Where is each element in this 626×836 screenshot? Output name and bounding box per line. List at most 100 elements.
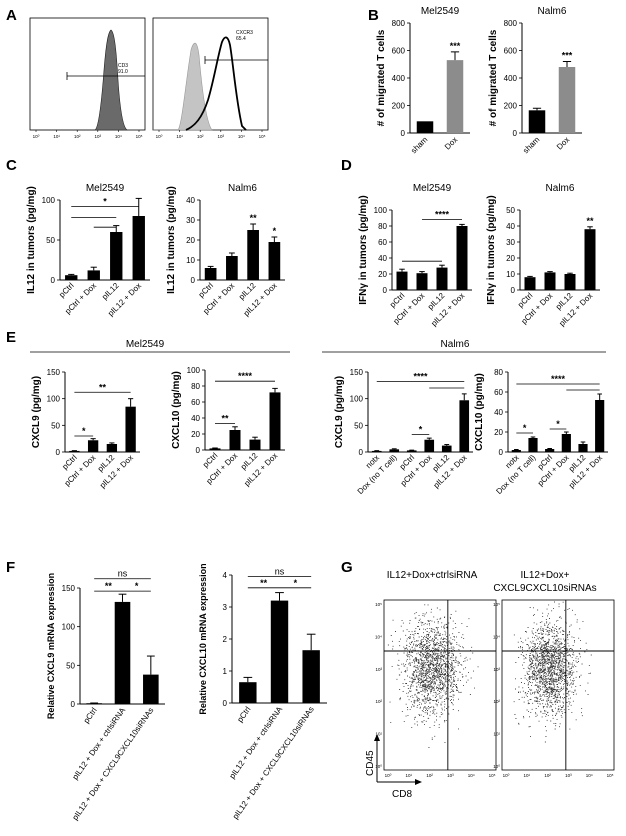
scatter-events xyxy=(387,604,479,748)
bar-2 xyxy=(270,600,289,703)
bar-1 xyxy=(239,682,257,703)
y-axis-label: # of migrated T cells xyxy=(376,29,387,126)
chart-title: Mel2549 xyxy=(413,183,452,194)
flow-histogram-cd3: CD3 91.0 10⁰ 10¹ 10² 10³ 10⁴ 10⁵ xyxy=(29,17,146,139)
bar-2 xyxy=(229,430,241,450)
y-axis-label: IL12 in tumors (pg/mg) xyxy=(166,186,177,294)
x-tick-label: 10⁰ xyxy=(503,773,510,778)
category-label: pCtrl xyxy=(82,706,99,725)
bar-1 xyxy=(204,268,217,280)
bar-3 xyxy=(564,274,576,290)
category-label: pIL12 + Dox + ctrlsiRNA xyxy=(71,705,128,781)
y-tick-label: 40 xyxy=(494,408,503,417)
bracket-label: **** xyxy=(413,372,428,382)
y-axis-label: IFNγ in tumors (pg/mg) xyxy=(358,195,369,304)
bracket-label: ** xyxy=(221,414,229,424)
bar-chart-b1: Mel2549 0 200 400 600 800 # of migrated T cell… xyxy=(376,6,470,155)
chart-title: Nalm6 xyxy=(538,6,567,17)
scatter-xlabel: CD8 xyxy=(392,789,412,800)
bracket-label: * xyxy=(419,424,423,434)
y-tick-label: 0 xyxy=(511,286,516,295)
scatter-title-sirna-line2: CXCL9CXCL10siRNAs xyxy=(493,583,596,594)
x-tick-label: 10¹ xyxy=(53,134,60,139)
bar-3 xyxy=(545,449,555,452)
x-tick-label: 10⁴ xyxy=(238,134,245,139)
y-tick-label: 1 xyxy=(223,667,228,676)
x-tick-label: 10² xyxy=(74,134,81,139)
x-tick-label: 10⁴ xyxy=(115,134,122,139)
y-tick-label: 10² xyxy=(493,699,500,704)
y-tick-label: 600 xyxy=(392,47,406,56)
y-tick-label: 20 xyxy=(191,430,200,439)
chart-title: Mel2549 xyxy=(421,6,460,17)
y-tick-label: 0 xyxy=(383,286,388,295)
chart-title: Nalm6 xyxy=(228,183,257,194)
bar-4 xyxy=(269,392,281,450)
bar-2 xyxy=(87,440,99,452)
y-tick-label: 0 xyxy=(51,276,56,285)
bar-3 xyxy=(302,650,320,703)
bar-chart-b2: Nalm6 0 200 400 600 800 # of migrated T cells s… xyxy=(488,6,582,155)
ylabel-arrowhead xyxy=(374,734,380,741)
y-tick-label: 30 xyxy=(186,216,195,225)
y-tick-label: 10¹ xyxy=(375,732,382,737)
y-tick-label: 0 xyxy=(196,446,201,455)
bar-2 xyxy=(558,67,576,133)
y-tick-label: 400 xyxy=(392,74,406,83)
bracket-label: * xyxy=(556,419,560,429)
category-label: sham xyxy=(521,135,541,155)
x-tick-label: 10⁵ xyxy=(259,134,266,139)
bracket-label: ns xyxy=(118,569,128,579)
category-label: pIL12 + Dox + ctrlsiRNA xyxy=(228,704,285,780)
x-tick-label: 10² xyxy=(544,773,551,778)
x-tick-label: 10³ xyxy=(95,134,102,139)
x-tick-label: 10¹ xyxy=(176,134,183,139)
panel-letter-f: F xyxy=(6,559,15,576)
y-tick-label: 200 xyxy=(392,102,406,111)
cxcr3-histogram xyxy=(185,36,247,131)
bracket-label: ** xyxy=(99,382,107,392)
y-tick-label: 10² xyxy=(375,699,382,704)
x-tick-label: 10⁰ xyxy=(156,134,163,139)
y-tick-label: 50 xyxy=(506,206,515,215)
y-tick-label: 800 xyxy=(392,19,406,28)
bar-4 xyxy=(561,434,571,452)
y-axis-label: IL12 in tumors (pg/mg) xyxy=(26,186,37,294)
x-tick-label: 10⁵ xyxy=(489,773,496,778)
y-tick-label: 150 xyxy=(47,368,61,377)
group-header-mel2549: Mel2549 xyxy=(126,339,165,350)
x-tick-label: 10³ xyxy=(218,134,225,139)
panel-letter-b: B xyxy=(368,7,379,24)
y-tick-label: 0 xyxy=(71,700,76,709)
bar-chart-f1: 0 50 100 150 Relative CXCL9 mRNA expression p… xyxy=(46,569,165,822)
category-label: pIL12 xyxy=(100,281,121,302)
y-tick-label: 0 xyxy=(499,448,504,457)
bar-1 xyxy=(524,277,536,290)
cd3-histogram-peak xyxy=(30,29,128,131)
significance-label: * xyxy=(273,226,277,236)
panel-letter-c: C xyxy=(6,157,17,174)
bracket-label: **** xyxy=(551,374,566,384)
category-label: pCtrl xyxy=(57,281,75,299)
x-tick-label: 10⁰ xyxy=(385,773,392,778)
y-tick-label: 10⁰ xyxy=(493,764,500,769)
bar-2 xyxy=(114,601,131,704)
bar-5 xyxy=(578,444,588,452)
y-tick-label: 100 xyxy=(187,366,201,375)
y-tick-label: 600 xyxy=(504,47,518,56)
bar-2 xyxy=(446,60,464,133)
y-tick-label: 40 xyxy=(506,222,515,231)
bar-2 xyxy=(528,438,538,452)
scatter-ylabel: CD45 xyxy=(365,750,376,776)
category-label: sham xyxy=(409,135,429,155)
y-axis-label: CXCL9 (pg/mg) xyxy=(334,376,345,448)
bar-3 xyxy=(106,444,118,452)
significance-label: ** xyxy=(586,216,594,226)
y-tick-label: 100 xyxy=(374,206,388,215)
bar-2 xyxy=(226,256,238,280)
bar-1 xyxy=(511,450,521,452)
bar-4 xyxy=(268,242,281,280)
chart-title: Nalm6 xyxy=(546,183,575,194)
